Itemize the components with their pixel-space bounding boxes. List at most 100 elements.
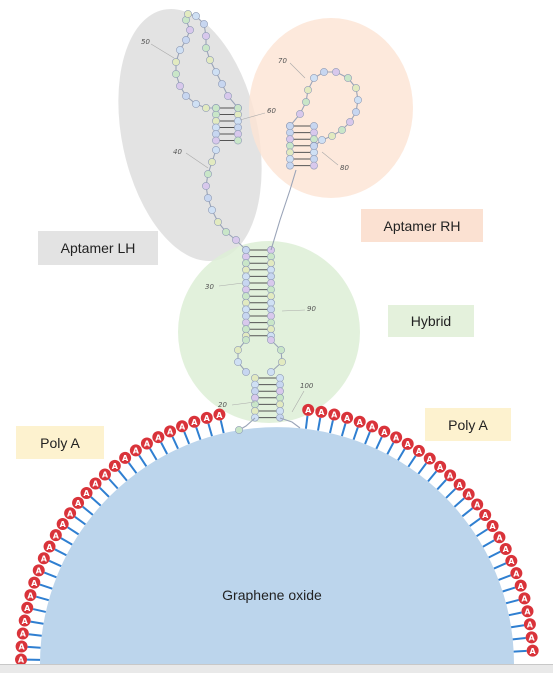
nucleotide	[212, 68, 219, 75]
poly-a-linker	[49, 561, 61, 566]
nucleotide	[276, 394, 283, 401]
left-adenine-letter: A	[83, 489, 90, 498]
poly-a-linker	[506, 600, 519, 603]
marker-30: 30	[205, 283, 214, 291]
nucleotide	[304, 86, 311, 93]
left-adenine-letter: A	[75, 499, 82, 508]
poly-a-linker	[365, 432, 370, 444]
nucleotide	[182, 36, 189, 43]
nucleotide	[235, 426, 242, 433]
right-adenine-letter: A	[530, 647, 537, 656]
poly-a-linker	[196, 427, 200, 439]
poly-a-linker	[161, 442, 167, 454]
nucleotide	[202, 104, 209, 111]
left-adenine-letter: A	[60, 520, 67, 529]
poly-a-linker	[511, 625, 524, 627]
nucleotide	[310, 142, 317, 149]
nucleotide	[242, 293, 249, 300]
nucleotide	[242, 266, 249, 273]
left-adenine-letter: A	[112, 462, 119, 471]
right-adenine-letter: A	[518, 582, 525, 591]
poly-a-linker	[446, 489, 455, 498]
poly-a-linker	[208, 424, 212, 437]
left-adenine-letter: A	[20, 630, 27, 639]
poly-a-linker	[129, 463, 137, 473]
nucleotide	[206, 56, 213, 63]
poly-a-linker	[470, 518, 481, 526]
right-adenine-letter: A	[447, 472, 454, 481]
nucleotide	[212, 137, 219, 144]
nucleotide	[267, 273, 274, 280]
nucleotide	[352, 108, 359, 115]
nucleotide	[267, 286, 274, 293]
nucleotide	[184, 10, 191, 17]
nucleotide	[242, 319, 249, 326]
nucleotide	[267, 293, 274, 300]
left-adenine-letter: A	[155, 433, 162, 442]
left-adenine-letter: A	[67, 509, 74, 518]
right-adenine-letter: A	[344, 414, 351, 423]
left-adenine-letter: A	[216, 411, 223, 420]
nucleotide	[242, 273, 249, 280]
nucleotide	[354, 96, 361, 103]
poly-a-linker	[29, 634, 42, 636]
poly-a-linker	[68, 527, 79, 534]
left-adenine-letter: A	[53, 531, 60, 540]
nucleotide	[286, 142, 293, 149]
nucleotide	[232, 236, 239, 243]
nucleotide	[251, 401, 258, 408]
nucleotide	[276, 414, 283, 421]
nucleotide	[338, 126, 345, 133]
poly-a-linker	[408, 456, 415, 467]
poly-a-linker	[428, 471, 436, 481]
nucleotide	[320, 68, 327, 75]
nucleotide	[176, 82, 183, 89]
marker-100: 100	[300, 382, 314, 390]
poly-a-linker	[28, 647, 41, 648]
nucleotide	[286, 129, 293, 136]
nucleotide	[202, 44, 209, 51]
poly-a-linker	[83, 507, 93, 515]
right-adenine-letter: A	[393, 434, 400, 443]
poly-a-linker	[513, 638, 526, 639]
poly-a-linker	[91, 497, 101, 506]
nucleotide	[200, 20, 207, 27]
nucleotide	[224, 92, 231, 99]
nucleotide	[310, 136, 317, 143]
right-adenine-letter: A	[331, 411, 338, 420]
nucleotide	[276, 374, 283, 381]
poly-a-linker	[376, 437, 381, 449]
right-adenine-letter: A	[381, 428, 388, 437]
nucleotide	[202, 32, 209, 39]
poly-a-linker	[503, 588, 515, 592]
right-adenine-letter: A	[529, 634, 536, 643]
nucleotide	[182, 92, 189, 99]
poly-a-linker	[418, 463, 426, 473]
nucleotide	[234, 130, 241, 137]
marker-40: 40	[173, 148, 182, 156]
nucleotide	[212, 104, 219, 111]
nucleotide	[286, 149, 293, 156]
marker-50: 50	[141, 38, 150, 46]
marker-20: 20	[218, 401, 227, 409]
marker-90: 90	[307, 305, 316, 313]
left-adenine-letter: A	[191, 418, 198, 427]
nucleotide	[242, 246, 249, 253]
nucleotide	[192, 100, 199, 107]
left-adenine-letter: A	[24, 604, 31, 613]
poly-a-linker	[387, 443, 393, 455]
right-adenine-letter: A	[416, 447, 423, 456]
nucleotide	[276, 401, 283, 408]
right-adenine-letter: A	[496, 533, 503, 542]
poly-a-linker	[184, 432, 189, 444]
right-adenine-letter: A	[527, 620, 534, 629]
poly-a-linker	[55, 549, 67, 555]
poly-a-linker	[318, 418, 320, 431]
poly-a-linker	[75, 517, 86, 525]
left-adenine-letter: A	[204, 414, 211, 423]
nucleotide	[208, 206, 215, 213]
aptamer-lh-label: Aptamer LH	[38, 231, 158, 265]
nucleotide	[176, 46, 183, 53]
left-adenine-letter: A	[92, 480, 99, 489]
poly-a-linker	[354, 427, 358, 439]
